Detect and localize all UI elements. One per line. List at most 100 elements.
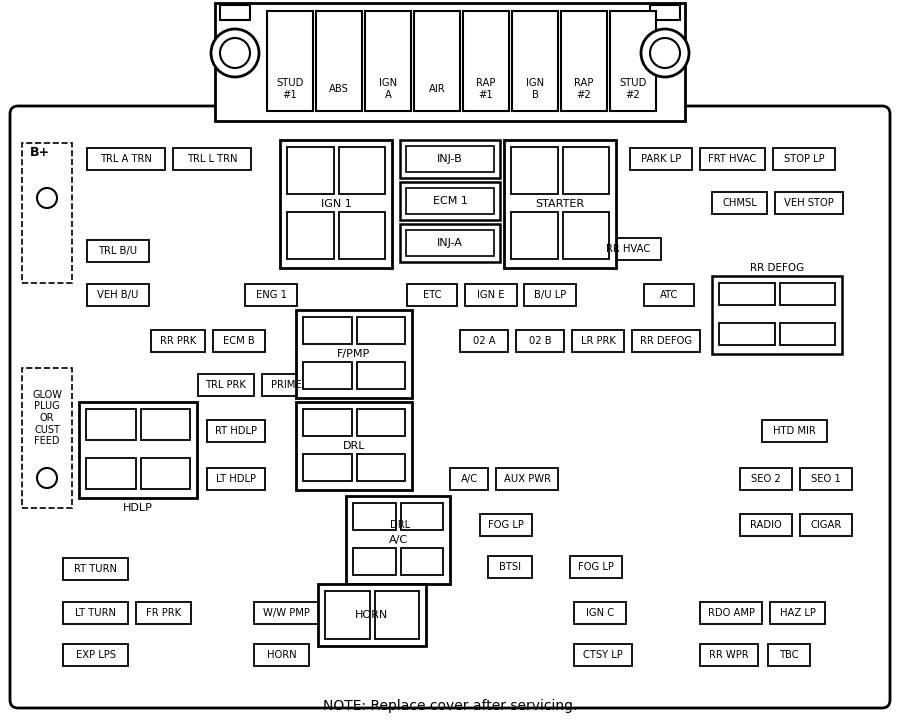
Bar bbox=[365, 11, 411, 111]
Bar bbox=[561, 11, 607, 111]
Text: TRL L TRN: TRL L TRN bbox=[187, 154, 238, 164]
Text: TBC: TBC bbox=[779, 650, 799, 660]
Circle shape bbox=[37, 188, 57, 208]
Bar bbox=[779, 323, 835, 345]
Bar bbox=[346, 496, 450, 584]
Bar bbox=[353, 503, 395, 530]
Text: RR PRK: RR PRK bbox=[160, 336, 196, 346]
Bar bbox=[700, 602, 762, 624]
Bar bbox=[338, 147, 385, 194]
Bar bbox=[480, 514, 532, 536]
Text: INJ-B: INJ-B bbox=[437, 154, 463, 164]
Bar bbox=[140, 458, 190, 489]
Bar bbox=[562, 147, 609, 194]
Text: IGN 1: IGN 1 bbox=[320, 199, 351, 209]
Bar bbox=[504, 140, 616, 268]
Bar bbox=[400, 224, 500, 262]
Text: ATC: ATC bbox=[660, 290, 679, 300]
Text: RT HDLP: RT HDLP bbox=[215, 426, 257, 436]
Bar bbox=[630, 148, 692, 170]
Bar bbox=[220, 5, 250, 20]
Text: IGN
A: IGN A bbox=[379, 78, 397, 99]
Bar bbox=[516, 330, 564, 352]
Text: LT TURN: LT TURN bbox=[75, 608, 116, 618]
Text: DRL: DRL bbox=[343, 441, 365, 451]
Bar bbox=[762, 420, 827, 442]
Bar bbox=[254, 602, 319, 624]
Bar bbox=[296, 402, 412, 490]
Circle shape bbox=[211, 29, 259, 77]
Text: GLOW
PLUG
OR
CUST
FEED: GLOW PLUG OR CUST FEED bbox=[32, 390, 62, 446]
Bar bbox=[768, 644, 810, 666]
Bar bbox=[356, 317, 405, 344]
Bar bbox=[800, 468, 852, 490]
Text: CHMSL: CHMSL bbox=[722, 198, 757, 208]
Circle shape bbox=[650, 38, 680, 68]
Bar bbox=[800, 514, 852, 536]
Bar bbox=[740, 468, 792, 490]
Text: EXP LPS: EXP LPS bbox=[76, 650, 115, 660]
Bar bbox=[400, 182, 500, 220]
Text: RAP
#2: RAP #2 bbox=[574, 78, 594, 99]
Bar bbox=[79, 402, 197, 498]
Bar bbox=[644, 284, 694, 306]
Bar bbox=[496, 468, 558, 490]
Text: RR WPR: RR WPR bbox=[709, 650, 749, 660]
Bar bbox=[770, 602, 825, 624]
Text: ETC: ETC bbox=[423, 290, 441, 300]
Bar bbox=[207, 420, 265, 442]
Bar bbox=[287, 147, 334, 194]
Text: FR PRK: FR PRK bbox=[146, 608, 181, 618]
FancyBboxPatch shape bbox=[10, 106, 890, 708]
Text: CIGAR: CIGAR bbox=[810, 520, 842, 530]
Bar bbox=[719, 323, 775, 345]
Bar bbox=[712, 276, 842, 354]
Text: HORN: HORN bbox=[356, 610, 389, 620]
Bar bbox=[775, 192, 843, 214]
Text: NOTE: Replace cover after servicing.: NOTE: Replace cover after servicing. bbox=[323, 699, 577, 713]
Bar bbox=[173, 148, 251, 170]
Text: A/C: A/C bbox=[461, 474, 478, 484]
Text: RAP
#1: RAP #1 bbox=[476, 78, 496, 99]
Bar bbox=[779, 283, 835, 305]
Text: LT HDLP: LT HDLP bbox=[216, 474, 256, 484]
Text: HDLP: HDLP bbox=[123, 503, 153, 513]
Bar bbox=[406, 146, 494, 172]
Text: STOP LP: STOP LP bbox=[784, 154, 824, 164]
Bar bbox=[570, 556, 622, 578]
Bar bbox=[303, 317, 352, 344]
Bar bbox=[574, 602, 626, 624]
Text: TRL A TRN: TRL A TRN bbox=[100, 154, 152, 164]
Text: HORN: HORN bbox=[266, 650, 296, 660]
Text: DRL: DRL bbox=[390, 520, 410, 530]
Text: RADIO: RADIO bbox=[750, 520, 782, 530]
Text: IGN C: IGN C bbox=[586, 608, 614, 618]
Bar bbox=[773, 148, 835, 170]
Bar bbox=[140, 409, 190, 440]
Text: FOG LP: FOG LP bbox=[578, 562, 614, 572]
Bar bbox=[318, 584, 426, 646]
Text: LR PRK: LR PRK bbox=[580, 336, 616, 346]
Bar bbox=[407, 284, 457, 306]
Circle shape bbox=[37, 468, 57, 488]
Text: F/PMP: F/PMP bbox=[338, 349, 371, 359]
Bar bbox=[400, 140, 500, 178]
Bar bbox=[22, 368, 72, 508]
Bar bbox=[63, 602, 128, 624]
Bar bbox=[303, 362, 352, 389]
Bar bbox=[465, 284, 517, 306]
Bar bbox=[198, 374, 254, 396]
Bar bbox=[356, 454, 405, 481]
Text: STUD
#2: STUD #2 bbox=[619, 78, 647, 99]
Text: RR DEFOG: RR DEFOG bbox=[640, 336, 692, 346]
Bar bbox=[511, 212, 557, 259]
Text: IGN
B: IGN B bbox=[526, 78, 544, 99]
Bar bbox=[610, 11, 656, 111]
Text: TRL B/U: TRL B/U bbox=[98, 246, 138, 256]
Text: RR HVAC: RR HVAC bbox=[607, 244, 651, 254]
Text: B/U LP: B/U LP bbox=[534, 290, 566, 300]
Text: VEH STOP: VEH STOP bbox=[784, 198, 834, 208]
Bar bbox=[572, 330, 624, 352]
Text: ENG 1: ENG 1 bbox=[256, 290, 286, 300]
Text: RDO AMP: RDO AMP bbox=[707, 608, 754, 618]
